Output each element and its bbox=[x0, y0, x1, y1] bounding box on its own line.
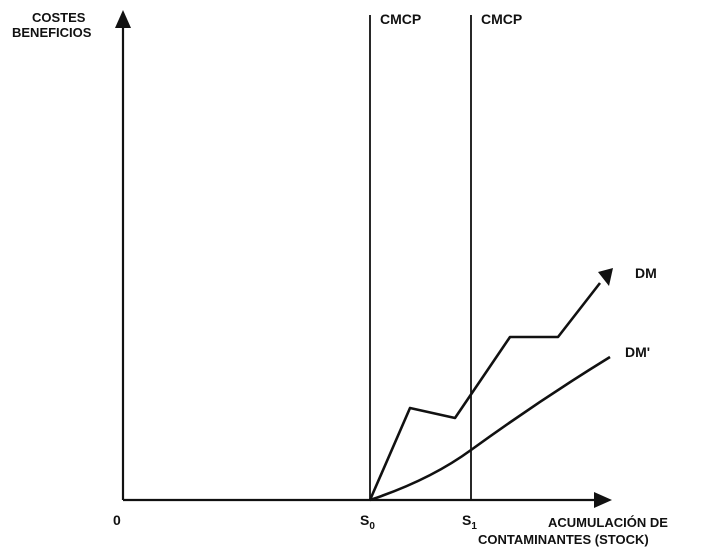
marker-s0: S0 bbox=[360, 512, 375, 532]
dm-curve bbox=[368, 282, 602, 501]
x-axis-arrow bbox=[594, 492, 612, 508]
marker-s1-base: S bbox=[462, 512, 471, 528]
origin-label: 0 bbox=[113, 512, 121, 528]
y-axis-label-line-2: BENEFICIOS bbox=[12, 25, 92, 40]
marker-s1-sub: 1 bbox=[471, 521, 477, 532]
y-axis-label-line-1: COSTES bbox=[32, 10, 86, 25]
dm-label: DM bbox=[635, 265, 657, 281]
dm-prime-curve bbox=[369, 355, 611, 502]
cmcp-label-1: CMCP bbox=[380, 11, 421, 27]
marker-s0-base: S bbox=[360, 512, 369, 528]
dm-curve-arrow bbox=[598, 268, 613, 286]
x-axis-label-line-2: CONTAMINANTES (STOCK) bbox=[478, 532, 649, 547]
marker-s0-sub: 0 bbox=[369, 521, 375, 532]
y-axis-arrow bbox=[115, 10, 131, 28]
x-axis-label-line-1: ACUMULACIÓN DE bbox=[548, 515, 668, 530]
marker-s1: S1 bbox=[462, 512, 477, 532]
cmcp-label-2: CMCP bbox=[481, 11, 522, 27]
dm-prime-label: DM' bbox=[625, 344, 650, 360]
